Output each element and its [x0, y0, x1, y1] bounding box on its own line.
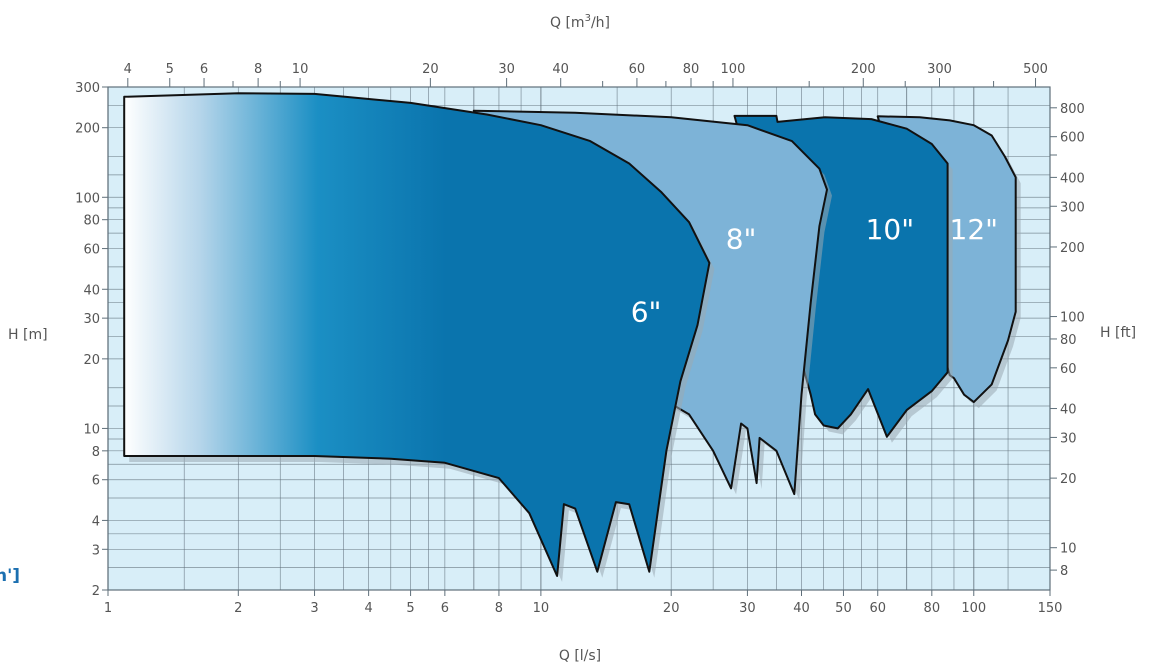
y-right-tick-label: 30	[1060, 431, 1077, 446]
x-top-tick-label: 6	[200, 62, 208, 77]
y-right-tick-label: 10	[1060, 542, 1077, 557]
y-right-tick-label: 8	[1060, 564, 1068, 579]
y-left-tick-label: 8	[92, 445, 100, 460]
y-left-tick-label: 3	[92, 543, 100, 558]
y-left-tick-label: 20	[83, 353, 100, 368]
y-left-tick-label: 200	[75, 122, 100, 137]
y-right-tick-label: 20	[1060, 472, 1077, 487]
x-top-tick-label: 100	[721, 62, 746, 77]
y-left-tick-label: 60	[83, 243, 100, 258]
x-top-tick-label: 30	[498, 62, 515, 77]
x-bottom-tick-label: 50	[835, 601, 852, 616]
x-top-label-suffix: /h]	[591, 15, 610, 31]
x-top-tick-label: 5	[166, 62, 174, 77]
y-right-tick-label: 80	[1060, 333, 1077, 348]
y-right-tick-label: 100	[1060, 311, 1085, 326]
x-bottom-tick-label: 3	[310, 601, 318, 616]
x-top-tick-label: 10	[292, 62, 309, 77]
x-bottom-tick-label: 30	[739, 601, 756, 616]
x-top-tick-label: 200	[851, 62, 876, 77]
x-bottom-tick-label: 40	[793, 601, 810, 616]
y-right-tick-label: 300	[1060, 200, 1085, 215]
y-left-tick-label: 40	[83, 283, 100, 298]
edge-fragment-text: h']	[0, 566, 20, 586]
y-left-tick-label: 100	[75, 191, 100, 206]
x-top-axis-label: Q [m3/h]	[550, 13, 610, 31]
y-right-tick-label: 400	[1060, 171, 1085, 186]
x-top-tick-label: 80	[683, 62, 700, 77]
x-bottom-tick-label: 6	[441, 601, 449, 616]
x-top-tick-label: 500	[1023, 62, 1048, 77]
x-bottom-tick-label: 60	[869, 601, 886, 616]
x-top-tick-label: 20	[422, 62, 439, 77]
curve-label: 6"	[631, 296, 662, 329]
y-left-tick-label: 300	[75, 81, 100, 96]
curve-label: 8"	[726, 223, 757, 256]
x-bottom-tick-label: 80	[924, 601, 941, 616]
x-bottom-axis-label: Q [l/s]	[559, 648, 601, 664]
x-bottom-tick-label: 4	[364, 601, 372, 616]
curve-label: 12"	[950, 213, 999, 246]
x-top-tick-label: 8	[254, 62, 262, 77]
x-bottom-tick-label: 10	[533, 601, 550, 616]
x-bottom-tick-label: 8	[495, 601, 503, 616]
y-left-axis-label: H [m]	[8, 327, 48, 343]
x-bottom-tick-label: 2	[234, 601, 242, 616]
x-bottom-tick-label: 1	[104, 601, 112, 616]
x-top-tick-label: 4	[124, 62, 132, 77]
x-top-tick-label: 60	[629, 62, 646, 77]
x-bottom-tick-label: 100	[961, 601, 986, 616]
x-top-label-prefix: Q [m	[550, 15, 585, 31]
y-right-tick-label: 200	[1060, 241, 1085, 256]
y-left-tick-label: 10	[83, 422, 100, 437]
x-top-tick-label: 300	[927, 62, 952, 77]
y-left-tick-label: 6	[92, 474, 100, 489]
x-top-tick-label: 40	[552, 62, 569, 77]
y-right-tick-label: 800	[1060, 102, 1085, 117]
y-right-tick-label: 60	[1060, 362, 1077, 377]
y-right-tick-label: 600	[1060, 131, 1085, 146]
x-bottom-tick-label: 150	[1038, 601, 1063, 616]
y-right-axis-label: H [ft]	[1100, 325, 1136, 341]
y-right-tick-label: 40	[1060, 403, 1077, 418]
x-bottom-tick-label: 5	[406, 601, 414, 616]
curve-label: 10"	[866, 213, 915, 246]
y-left-tick-label: 80	[83, 214, 100, 229]
y-left-tick-label: 30	[83, 312, 100, 327]
y-left-tick-label: 2	[92, 584, 100, 599]
y-left-tick-label: 4	[92, 514, 100, 529]
x-bottom-tick-label: 20	[663, 601, 680, 616]
